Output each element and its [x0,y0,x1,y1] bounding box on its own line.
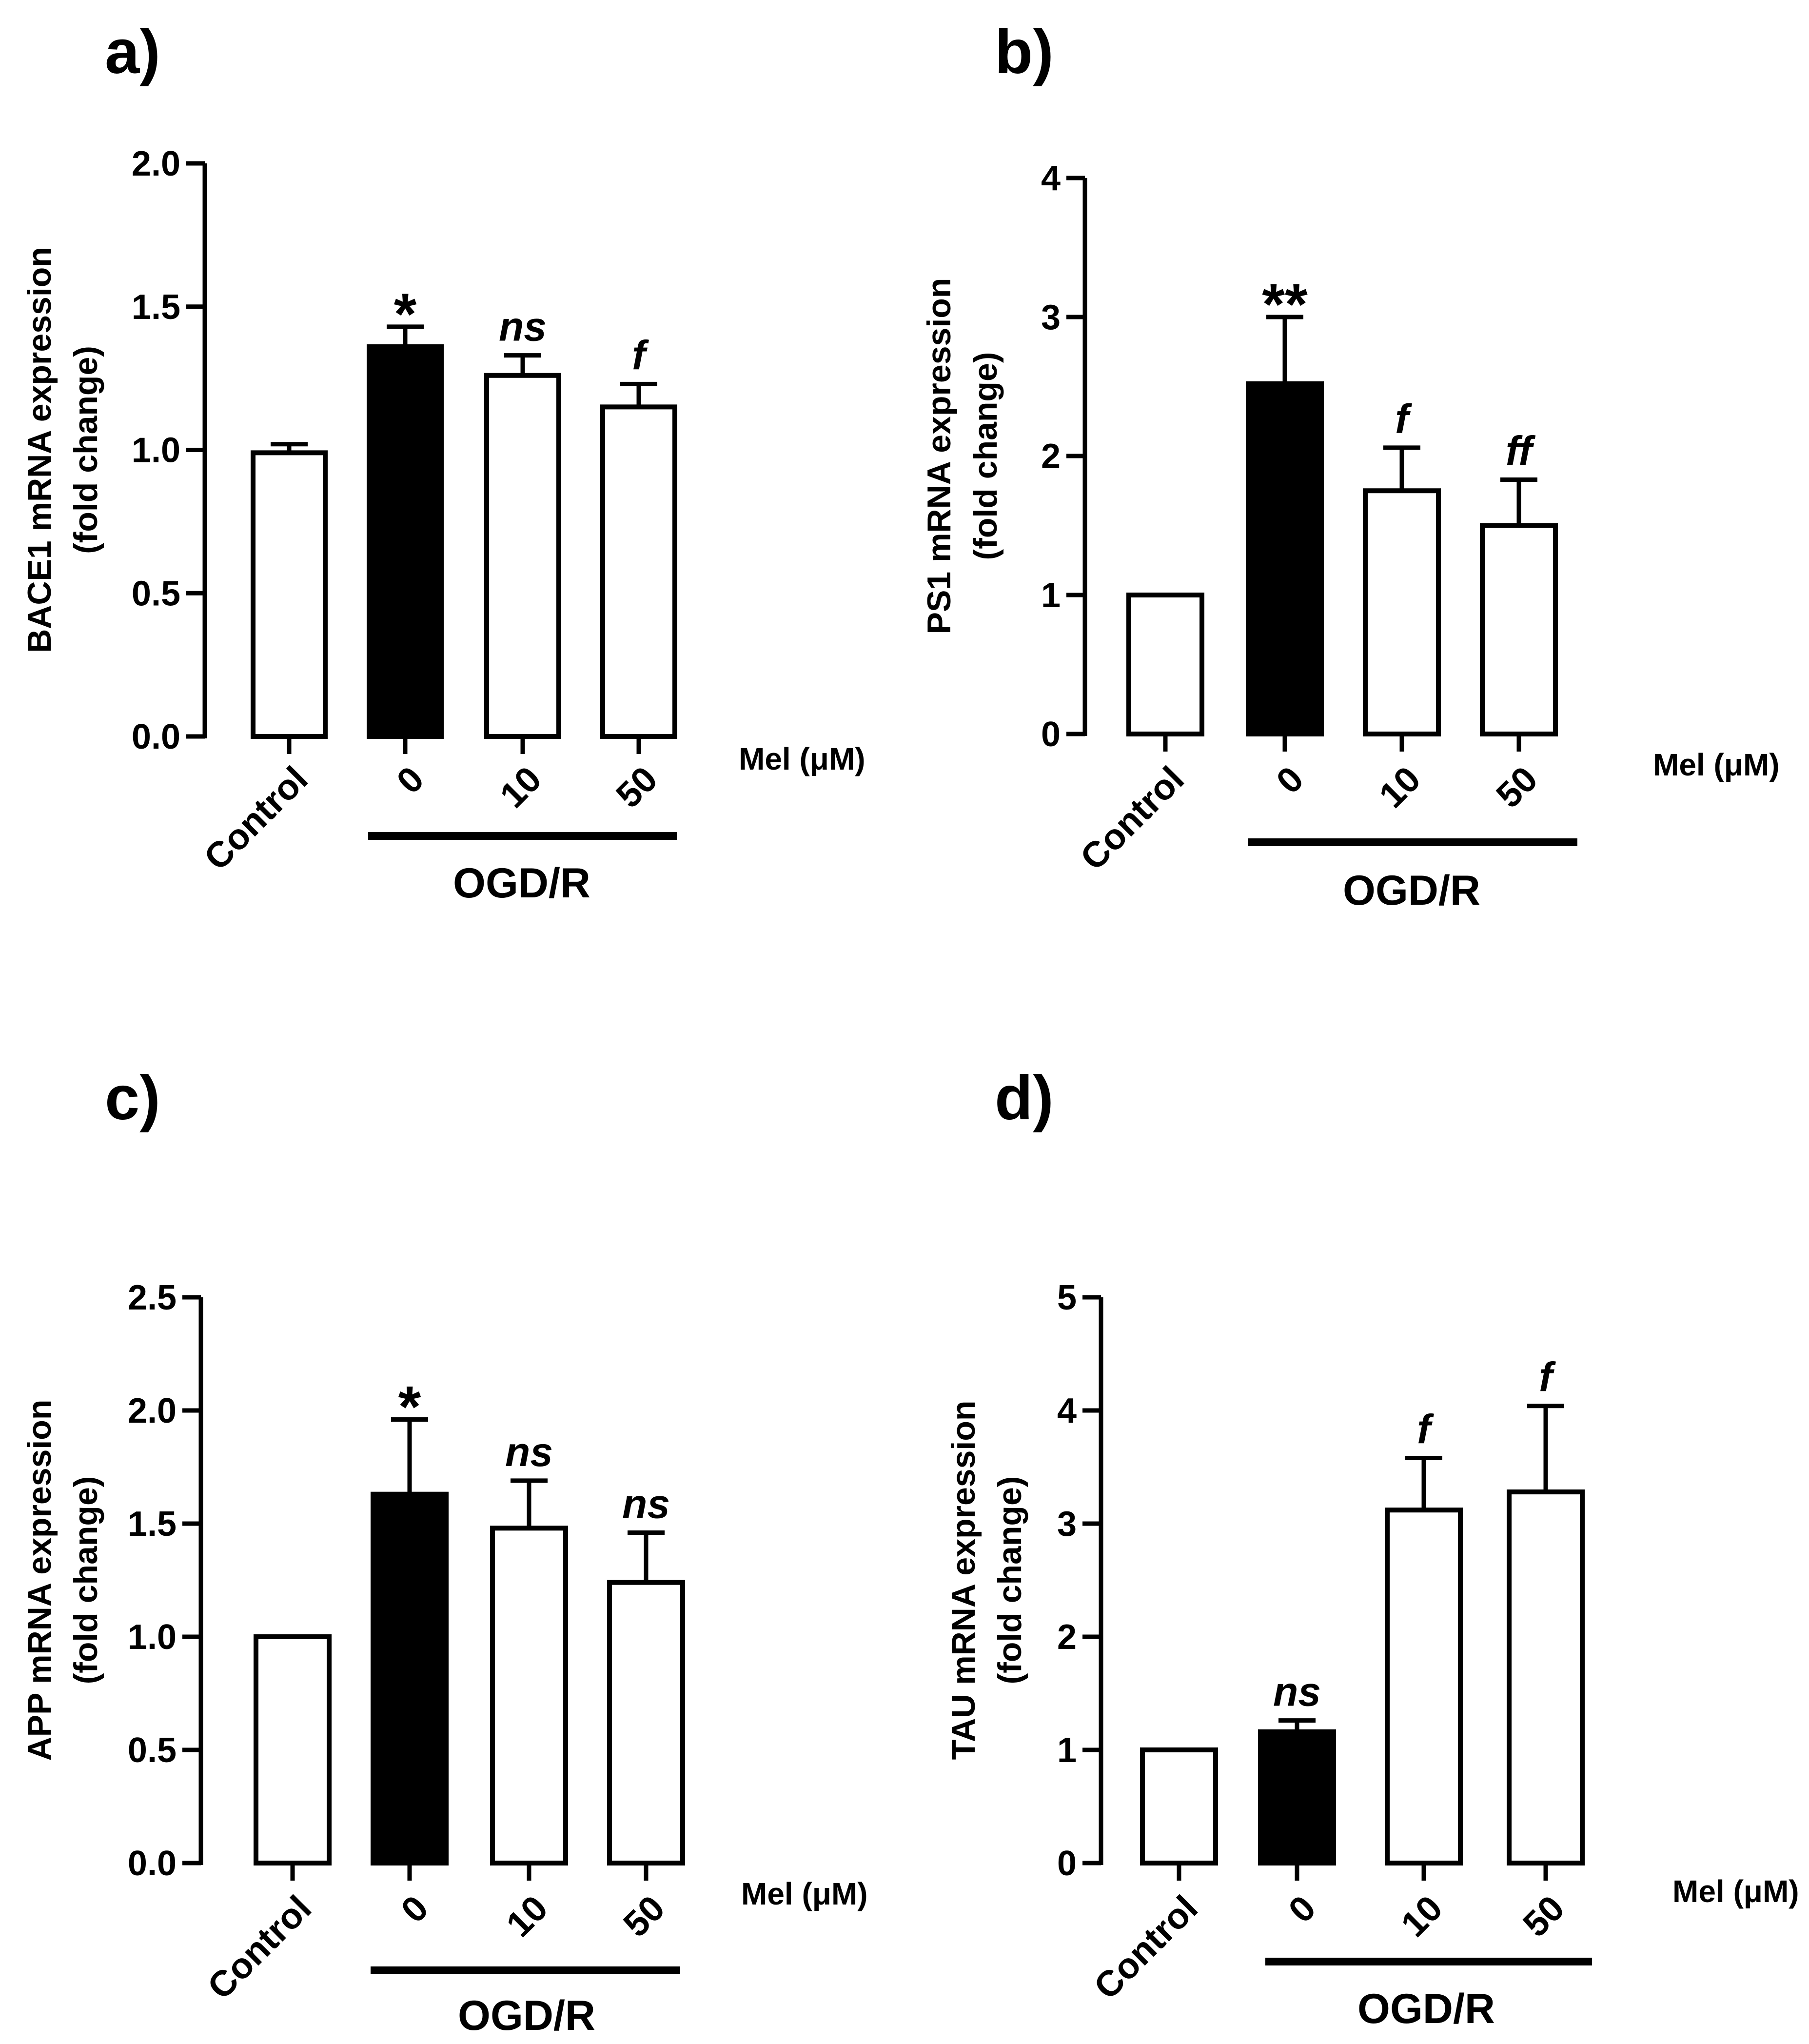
chart-panel-a: a) 0.0 0.5 1.0 1.5 2.0 BACE1 mRNA expression (f… [21,17,865,907]
bar-50 [600,404,677,739]
y-tick-label: 2.0 [132,144,180,183]
bar-0 [1258,1729,1336,1865]
significance-marker: f [1395,396,1412,442]
y-axis-subtitle: (fold change) [67,346,104,554]
chart-panel-d: d) 0 1 2 3 4 5 TAU mRNA expression (fold change)… [945,1063,1799,2032]
group-label: OGD/R [458,1992,595,2039]
y-axis-subtitle: (fold change) [991,1476,1028,1685]
bar-10 [484,373,561,739]
group-label: OGD/R [1343,867,1480,914]
x-axis-unit-label: Mel (μM) [1653,747,1780,782]
x-category-label: Control [1086,1887,1205,2007]
significance-marker: f [1417,1406,1434,1452]
x-category-label: 50 [1488,758,1545,815]
panel-label: d) [995,1063,1054,1133]
significance-marker: ns [505,1429,553,1475]
significance-marker: * [398,1374,421,1440]
significance-marker: ** [1262,272,1308,337]
x-category-label: 0 [393,1887,436,1930]
bar-50 [607,1580,685,1865]
y-axis-subtitle: (fold change) [67,1476,104,1685]
chart-panel-b: b) 0 1 2 3 4 PS1 mRNA expression (fold change) C… [921,17,1780,914]
significance-marker: * [394,281,417,347]
y-tick-label: 1 [1041,576,1061,615]
bar-50 [1507,1489,1585,1866]
y-tick-label: 2 [1041,437,1061,476]
bar-0 [367,344,444,739]
x-axis-unit-label: Mel (μM) [1672,1874,1799,1909]
bar-Control [1126,593,1204,736]
y-tick-label: 0.0 [132,717,180,756]
significance-marker: ns [1273,1669,1321,1715]
x-category-label: 0 [1280,1887,1323,1930]
x-axis-unit-label: Mel (μM) [739,741,865,776]
chart-panel-c: c) 0.0 0.5 1.0 1.5 2.0 2.5 APP mRNA expression(… [21,1063,868,2039]
y-axis-subtitle: (fold change) [967,352,1004,560]
x-category-label: Control [196,758,315,878]
x-category-label: Control [1072,758,1192,878]
x-category-label: 10 [1371,758,1428,815]
significance-marker: f [1539,1354,1556,1400]
y-tick-label: 1 [1057,1731,1077,1770]
y-tick-label: 1.5 [128,1505,177,1544]
y-axis-title: TAU mRNA expression [945,1401,982,1760]
y-tick-label: 2.0 [128,1391,177,1430]
x-category-label: 10 [498,1887,555,1945]
y-tick-label: 1.0 [132,431,180,470]
y-tick-label: 4 [1057,1391,1077,1430]
y-tick-label: 5 [1057,1278,1077,1317]
y-tick-label: 0.5 [128,1731,177,1770]
y-tick-label: 1.0 [128,1618,177,1657]
panel-label: c) [105,1063,160,1133]
y-axis-title: BACE1 mRNA expression [21,247,58,653]
bar-Control [1140,1747,1218,1865]
y-tick-label: 2.5 [128,1278,177,1317]
bar-50 [1480,523,1558,736]
group-label: OGD/R [1357,1985,1495,2032]
x-category-label: 50 [1515,1887,1572,1945]
bar-Control [254,1634,332,1865]
x-category-label: 0 [389,758,432,801]
significance-marker: ff [1506,428,1535,474]
bar-Control [251,450,328,739]
x-category-label: 50 [615,1887,672,1945]
panel-label: b) [995,17,1054,87]
x-category-label: 50 [608,758,665,815]
y-tick-label: 0.5 [132,574,180,613]
significance-marker: ns [499,304,547,350]
y-tick-label: 0.0 [128,1844,177,1883]
y-tick-label: 2 [1057,1618,1077,1657]
bar-10 [1363,488,1441,736]
bar-10 [1385,1508,1463,1865]
panel-label: a) [105,17,160,87]
x-category-label: 0 [1268,758,1311,801]
x-category-label: 10 [1393,1887,1450,1945]
y-axis-title: APP mRNA expression [21,1400,58,1761]
x-category-label: 10 [492,758,549,815]
x-category-label: Control [199,1887,319,2007]
group-label: OGD/R [453,860,590,907]
y-tick-label: 1.5 [132,288,180,327]
significance-marker: ns [622,1481,670,1527]
significance-marker: f [632,332,649,378]
y-tick-label: 4 [1041,159,1061,198]
bar-10 [490,1526,568,1865]
y-tick-label: 3 [1041,298,1061,337]
y-tick-label: 0 [1041,715,1061,754]
bar-0 [371,1491,449,1865]
y-tick-label: 3 [1057,1505,1077,1544]
bar-0 [1246,381,1324,736]
y-axis-title: PS1 mRNA expression [921,278,958,635]
y-tick-label: 0 [1057,1844,1077,1883]
x-axis-unit-label: Mel (μM) [741,1876,868,1911]
